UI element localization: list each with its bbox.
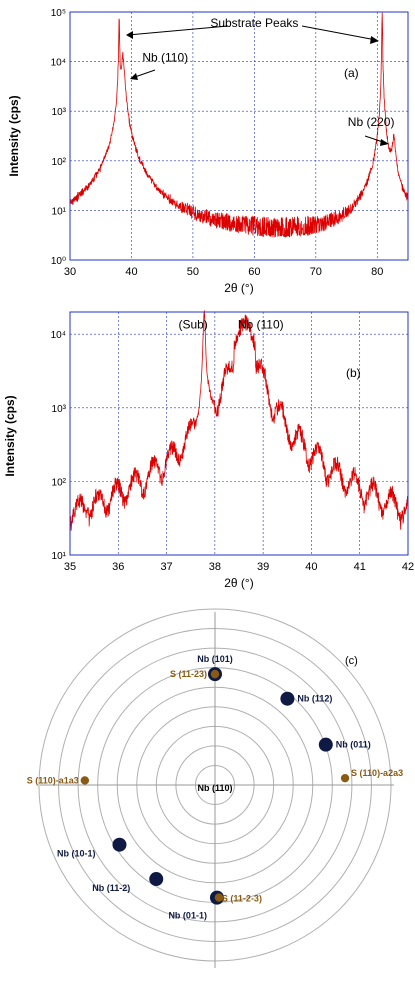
a-xtick-70: 70 (310, 266, 322, 278)
b-ytick-3: 10⁴ (51, 330, 66, 341)
nb-point-4 (149, 872, 164, 887)
substrate-point-2 (80, 776, 90, 785)
panel-a-series-line (69, 12, 409, 238)
b-ytick-0: 10¹ (52, 551, 67, 562)
substrate-label-2: S (110)-a1a3 (27, 775, 79, 785)
b-xtick-38: 38 (209, 561, 221, 573)
panel-a: 30 40 50 60 70 80 10⁰ 10¹ 10² 10³ 10⁴ 10⁵ 2θ (°) I… (7, 8, 409, 295)
nb-point-2 (318, 737, 333, 752)
panel-b-gridlines (70, 312, 408, 555)
panel-c-label: (c) (345, 655, 358, 667)
b-xtick-42: 42 (402, 561, 414, 573)
panel-b-frame (69, 311, 409, 556)
panel-a-y-ticks: 10⁰ 10¹ 10² 10³ 10⁴ 10⁵ (51, 8, 67, 267)
a-xtick-40: 40 (125, 266, 137, 278)
substrate-point-1 (340, 773, 350, 783)
nb-label-0: Nb (101) (197, 654, 233, 664)
arrow-substrate-right (301, 25, 377, 41)
b-xtick-36: 36 (112, 561, 124, 573)
arrow-substrate-left (127, 25, 229, 36)
arrowhead-nb110 (130, 73, 138, 80)
panel-c-points (80, 667, 350, 905)
a-ytick-4: 10⁴ (51, 58, 66, 69)
b-ytick-2: 10³ (52, 404, 67, 415)
panel-b-xlabel: 2θ (°) (224, 576, 253, 590)
nb-label-4: Nb (11-2) (92, 883, 130, 893)
panel-b-y-ticks: 10¹ 10² 10³ 10⁴ (51, 330, 67, 562)
b-xtick-37: 37 (160, 561, 172, 573)
a-xtick-80: 80 (371, 266, 383, 278)
panel-b-label: (b) (346, 366, 361, 380)
a-ytick-5: 10⁵ (51, 8, 66, 19)
panel-a-frame (69, 11, 409, 261)
nb-point-3 (112, 837, 127, 852)
panel-b-ylabel: Intensity (cps) (3, 395, 17, 476)
arrowhead-substrate-right (370, 36, 379, 44)
panel-a-annotation-nb110: Nb (110) (142, 51, 188, 65)
a-ytick-2: 10² (52, 157, 67, 168)
panel-b: 35 36 37 38 39 40 41 42 10¹ 10² 10³ 10⁴ 2θ (°) Int… (3, 309, 414, 590)
panel-b-series-line (69, 309, 409, 531)
b-xtick-41: 41 (354, 561, 366, 573)
panel-a-xlabel: 2θ (°) (224, 281, 253, 295)
substrate-point-3 (214, 893, 224, 902)
nb-point-1 (280, 691, 295, 706)
panel-a-label: (a) (344, 66, 359, 80)
nb-label-5: Nb (01-1) (168, 911, 207, 921)
panel-c: (c) Nb (110) Nb (101)Nb (112)Nb (011)Nb … (27, 608, 403, 968)
a-ytick-3: 10³ (52, 107, 67, 118)
nb-label-3: Nb (10-1) (57, 849, 96, 859)
panel-a-x-ticks: 30 40 50 60 70 80 (64, 266, 384, 278)
b-xtick-39: 39 (257, 561, 269, 573)
panel-a-annotation-substrate-peaks: Substrate Peaks (210, 16, 298, 30)
panel-c-center-label: Nb (110) (197, 783, 232, 793)
arrowhead-substrate-left (126, 31, 133, 39)
panel-b-x-ticks: 35 36 37 38 39 40 41 42 (64, 561, 414, 573)
panel-b-annotation-sub: (Sub) (178, 317, 207, 331)
a-xtick-60: 60 (248, 266, 260, 278)
panel-a-annotation-arrows (126, 25, 389, 146)
panel-a-ylabel: Intensity (cps) (7, 95, 21, 176)
b-ytick-1: 10² (52, 477, 67, 488)
panel-c-point-labels: Nb (101) Nb (112) Nb (011) Nb (10-1) Nb (11-… (27, 654, 403, 921)
nb-label-2: Nb (011) (336, 740, 371, 750)
substrate-label-1: S (110)-a2a3 (351, 768, 403, 778)
substrate-label-0: S (11-23) (170, 669, 207, 679)
panel-b-annotation-nb110: Nb (110) (238, 317, 284, 331)
substrate-label-3: S (11-2-3) (222, 894, 262, 904)
panel-a-annotation-nb220: Nb (220) (348, 115, 395, 129)
nb-label-1: Nb (112) (297, 694, 332, 704)
a-xtick-50: 50 (187, 266, 199, 278)
b-xtick-40: 40 (305, 561, 317, 573)
arrowhead-nb220 (380, 139, 389, 146)
substrate-point-0 (210, 669, 220, 679)
b-xtick-35: 35 (64, 561, 76, 573)
a-ytick-0: 10⁰ (51, 256, 66, 267)
a-ytick-1: 10¹ (52, 206, 67, 217)
a-xtick-30: 30 (64, 266, 76, 278)
